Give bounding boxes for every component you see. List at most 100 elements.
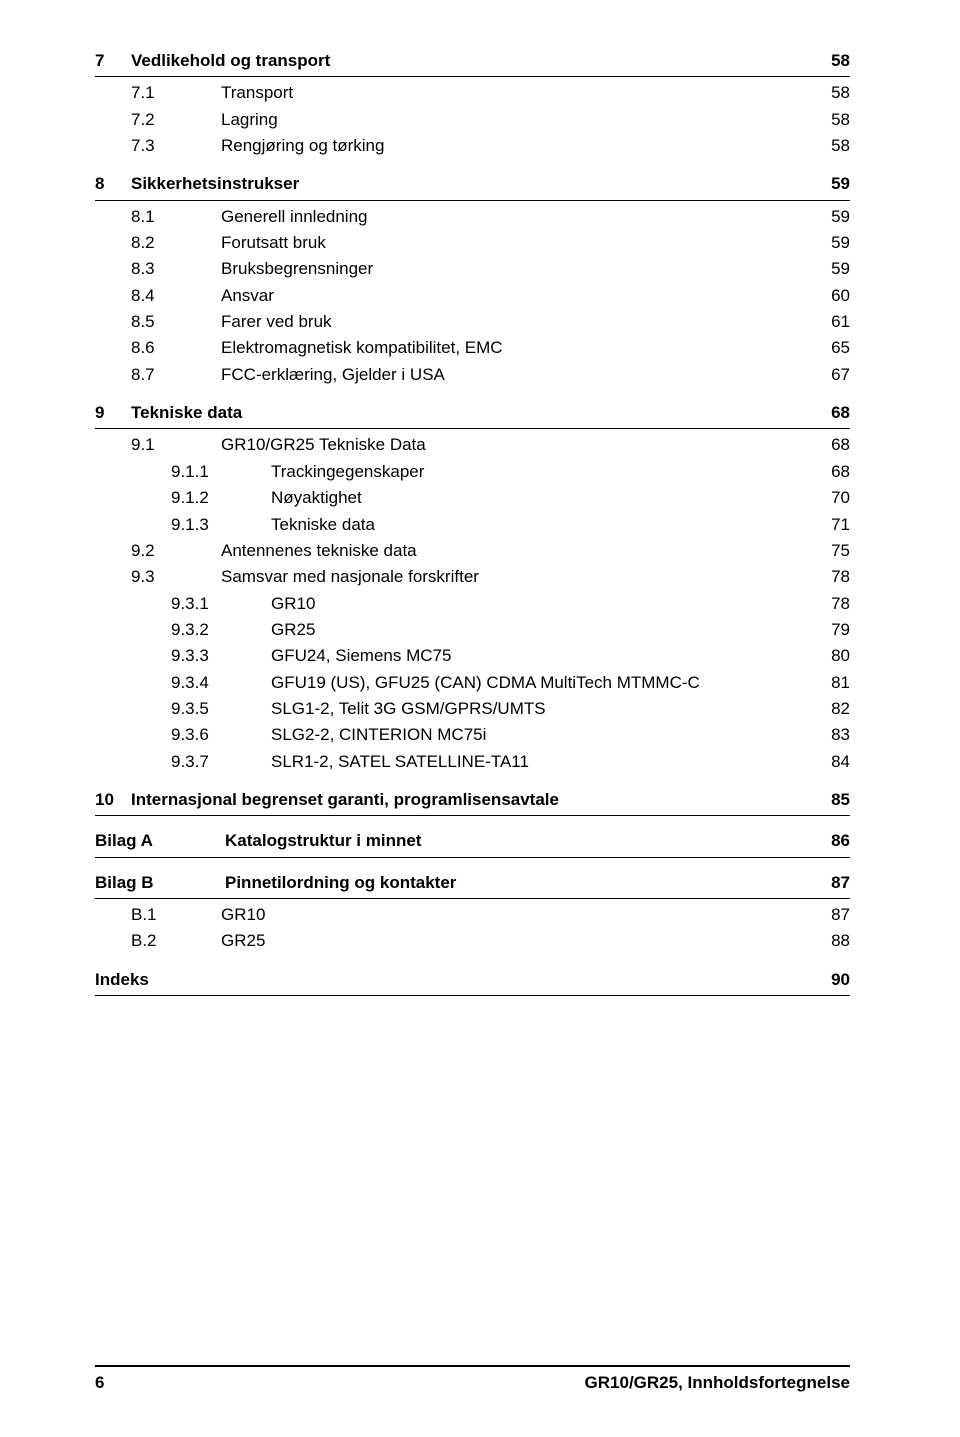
toc-section-number: 8.2: [131, 230, 221, 256]
toc-row: 8.7FCC-erklæring, Gjelder i USA67: [95, 362, 850, 388]
toc-page: 59: [810, 230, 850, 256]
toc-section-number: 8.4: [131, 283, 221, 309]
toc-row: 7.3Rengjøring og tørking58: [95, 133, 850, 159]
toc-row: 9.1GR10/GR25 Tekniske Data68: [95, 432, 850, 458]
toc-page: 79: [810, 617, 850, 643]
toc-page: 59: [810, 256, 850, 282]
toc-subsection-title: SLG1-2, Telit 3G GSM/GPRS/UMTS: [271, 696, 810, 722]
toc-subsection-title: GR25: [271, 617, 810, 643]
toc-row: 7.2Lagring58: [95, 107, 850, 133]
toc-row: 9.2Antennenes tekniske data75: [95, 538, 850, 564]
toc-subsection-number: 9.3.2: [171, 617, 271, 643]
toc-page: 71: [810, 512, 850, 538]
toc-page: 60: [810, 283, 850, 309]
toc-section-title: Samsvar med nasjonale forskrifter: [221, 564, 810, 590]
toc-subsection-title: SLR1-2, SATEL SATELLINE-TA11: [271, 749, 810, 775]
toc-section-title: Forutsatt bruk: [221, 230, 810, 256]
toc-section-number: 8.6: [131, 335, 221, 361]
toc-section-number: 8.3: [131, 256, 221, 282]
toc-chapter-title: Sikkerhetsinstrukser: [131, 171, 810, 197]
toc-page: 87: [810, 870, 850, 896]
toc-section-number: 9.2: [131, 538, 221, 564]
toc-section-number: 8.7: [131, 362, 221, 388]
toc-chapter-title: Tekniske data: [131, 400, 810, 426]
toc-row: 9.3.1GR1078: [95, 591, 850, 617]
toc-subsection-title: SLG2-2, CINTERION MC75i: [271, 722, 810, 748]
toc-row: Indeks90: [95, 967, 850, 996]
toc-page: 90: [810, 967, 850, 993]
toc-section-number: 8.5: [131, 309, 221, 335]
toc-page: 82: [810, 696, 850, 722]
toc-subsection-title: Trackingegenskaper: [271, 459, 810, 485]
toc-page: 70: [810, 485, 850, 511]
footer-page-number: 6: [95, 1373, 104, 1393]
toc-subsection-number: 9.3.5: [171, 696, 271, 722]
toc-subsection-number: 9.3.3: [171, 643, 271, 669]
toc-row: 10Internasjonal begrenset garanti, progr…: [95, 787, 850, 816]
toc-section-number: 9.1: [131, 432, 221, 458]
page-footer: 6 GR10/GR25, Innholdsfortegnelse: [95, 1365, 850, 1393]
toc-chapter-number: 10: [95, 787, 131, 813]
toc-section-title: Lagring: [221, 107, 810, 133]
toc-row: 9.3.3GFU24, Siemens MC7580: [95, 643, 850, 669]
toc-page: 84: [810, 749, 850, 775]
toc-subsection-title: Tekniske data: [271, 512, 810, 538]
toc-section-title: Generell innledning: [221, 204, 810, 230]
toc-chapter-number: 9: [95, 400, 131, 426]
toc-row: 8.2Forutsatt bruk59: [95, 230, 850, 256]
toc-row: 9.3.2GR2579: [95, 617, 850, 643]
toc-section-number: 9.3: [131, 564, 221, 590]
toc-row: 9.3.5SLG1-2, Telit 3G GSM/GPRS/UMTS82: [95, 696, 850, 722]
toc-section-title: Rengjøring og tørking: [221, 133, 810, 159]
toc-chapter-title: Internasjonal begrenset garanti, program…: [131, 787, 810, 813]
toc-row: 7.1Transport58: [95, 80, 850, 106]
toc-page: 88: [810, 928, 850, 954]
toc-page: 68: [810, 400, 850, 426]
toc-section-title: Antennenes tekniske data: [221, 538, 810, 564]
toc-subsection-title: GFU24, Siemens MC75: [271, 643, 810, 669]
toc-section-title: Transport: [221, 80, 810, 106]
toc-row: 9.1.3Tekniske data71: [95, 512, 850, 538]
toc-row: 7Vedlikehold og transport58: [95, 48, 850, 77]
toc-appendix-title: Katalogstruktur i minnet: [225, 828, 810, 854]
toc-page: 61: [810, 309, 850, 335]
toc-row: 9.3.7SLR1-2, SATEL SATELLINE-TA1184: [95, 749, 850, 775]
toc-page: 58: [810, 133, 850, 159]
toc-row: 8Sikkerhetsinstrukser59: [95, 171, 850, 200]
toc-section-title: FCC-erklæring, Gjelder i USA: [221, 362, 810, 388]
toc-row: B.2GR2588: [95, 928, 850, 954]
toc-row: 9Tekniske data68: [95, 400, 850, 429]
toc-subsection-title: GFU19 (US), GFU25 (CAN) CDMA MultiTech M…: [271, 670, 810, 696]
toc-section-number: 7.2: [131, 107, 221, 133]
toc-section-title: Farer ved bruk: [221, 309, 810, 335]
toc-subsection-title: Nøyaktighet: [271, 485, 810, 511]
toc-page: 67: [810, 362, 850, 388]
toc-row: 9.3.4GFU19 (US), GFU25 (CAN) CDMA MultiT…: [95, 670, 850, 696]
toc-section-title: Ansvar: [221, 283, 810, 309]
toc-chapter-number: 7: [95, 48, 131, 74]
toc-row: 9.3.6SLG2-2, CINTERION MC75i83: [95, 722, 850, 748]
toc-section-number: 8.1: [131, 204, 221, 230]
toc-subsection-title: GR10: [271, 591, 810, 617]
toc-chapter-number: 8: [95, 171, 131, 197]
toc-page: 78: [810, 564, 850, 590]
toc-section-title: GR25: [221, 928, 810, 954]
toc-subsection-number: 9.3.4: [171, 670, 271, 696]
toc-section-title: Elektromagnetisk kompatibilitet, EMC: [221, 335, 810, 361]
toc-page: 87: [810, 902, 850, 928]
toc-page: 83: [810, 722, 850, 748]
toc-row: Bilag AKatalogstruktur i minnet86: [95, 828, 850, 857]
toc-subsection-number: 9.3.6: [171, 722, 271, 748]
toc-section-title: Bruksbegrensninger: [221, 256, 810, 282]
toc-subsection-number: 9.1.1: [171, 459, 271, 485]
toc-page: 75: [810, 538, 850, 564]
toc-chapter-title: Vedlikehold og transport: [131, 48, 810, 74]
toc-row: 8.3Bruksbegrensninger59: [95, 256, 850, 282]
toc-page: 78: [810, 591, 850, 617]
toc-row: 8.5Farer ved bruk61: [95, 309, 850, 335]
toc-row: B.1GR1087: [95, 902, 850, 928]
toc-page: 80: [810, 643, 850, 669]
toc-page: 58: [810, 107, 850, 133]
toc-page: 86: [810, 828, 850, 854]
toc-row: Bilag BPinnetilordning og kontakter87: [95, 870, 850, 899]
